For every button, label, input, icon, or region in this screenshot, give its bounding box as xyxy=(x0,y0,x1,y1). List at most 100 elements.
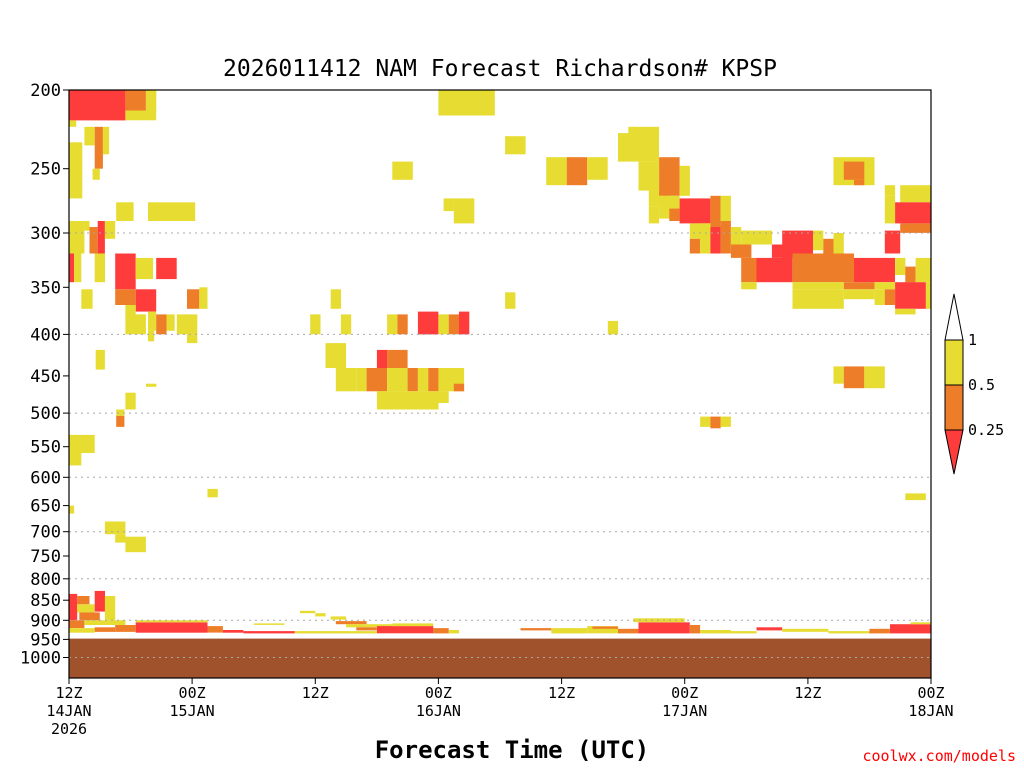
ri-cell xyxy=(125,305,136,320)
ri-cell xyxy=(520,628,552,631)
y-tick-label: 1000 xyxy=(20,649,61,669)
ri-cell xyxy=(330,289,341,309)
ri-cell xyxy=(905,493,926,501)
ri-cell xyxy=(294,631,377,634)
x-tick-label: 17JAN xyxy=(662,702,707,720)
legend-label: 0.25 xyxy=(968,421,1004,439)
y-tick-label: 950 xyxy=(30,630,61,650)
ri-cell xyxy=(607,320,619,335)
ri-cell xyxy=(587,157,608,180)
ri-cell xyxy=(592,626,619,629)
ri-cell xyxy=(895,308,916,315)
richardson-cells xyxy=(69,90,931,634)
y-tick-label: 550 xyxy=(30,438,61,458)
y-tick-label: 600 xyxy=(30,468,61,488)
ri-cell xyxy=(895,282,926,309)
credit-link[interactable]: coolwx.com/models xyxy=(862,747,1016,765)
ri-cell xyxy=(376,349,388,368)
ri-cell xyxy=(356,368,367,392)
ri-cell xyxy=(895,202,931,224)
x-tick-label: 12Z xyxy=(794,684,821,702)
legend-swatch-lowest xyxy=(944,429,964,475)
ri-cell xyxy=(448,314,459,335)
ri-cell xyxy=(910,622,931,625)
ri-cell xyxy=(895,257,906,275)
ri-cell xyxy=(125,392,136,410)
y-tick-label: 800 xyxy=(30,570,61,590)
ri-cell xyxy=(392,623,434,627)
x-tick-label: 12Z xyxy=(548,684,575,702)
ri-cell xyxy=(187,289,200,309)
ri-cell xyxy=(253,623,285,625)
y-tick-label: 900 xyxy=(30,611,61,631)
ri-cell xyxy=(94,627,116,632)
x-axis-title: Forecast Time (UTC) xyxy=(375,736,650,764)
ri-cell xyxy=(69,505,75,514)
ri-cell xyxy=(720,416,731,427)
ri-cell xyxy=(81,289,93,309)
y-tick-label: 300 xyxy=(30,224,61,244)
x-tick-label: 14JAN xyxy=(46,702,91,720)
ri-cell xyxy=(84,620,126,625)
ri-cell xyxy=(843,289,875,300)
ri-cell xyxy=(813,253,854,283)
ri-cell xyxy=(679,165,690,196)
ri-cell xyxy=(792,253,813,283)
plot-background xyxy=(69,90,931,678)
ri-cell xyxy=(741,282,757,290)
ri-cell xyxy=(325,343,346,368)
ri-cell xyxy=(710,227,721,254)
ri-cell xyxy=(551,628,588,634)
x-tick-label: 16JAN xyxy=(416,702,461,720)
ri-cell xyxy=(782,230,813,258)
ri-cell xyxy=(392,161,413,180)
ri-cell xyxy=(884,230,901,254)
ri-cell xyxy=(843,366,865,389)
ri-cell xyxy=(900,185,931,203)
ri-cell xyxy=(94,253,105,283)
y-tick-label: 200 xyxy=(30,81,61,101)
chart-title: 2026011412 NAM Forecast Richardson# KPSP xyxy=(223,56,777,82)
ri-cell xyxy=(505,292,516,309)
ri-cell xyxy=(453,383,465,392)
ri-cell xyxy=(628,126,660,137)
ri-cell xyxy=(433,628,449,634)
ri-cell xyxy=(854,257,895,283)
ri-cell xyxy=(69,253,75,283)
y-tick-label: 700 xyxy=(30,523,61,543)
ri-cell xyxy=(905,266,916,283)
ri-cell xyxy=(125,314,146,335)
ri-cell xyxy=(104,521,126,535)
ri-cell xyxy=(115,625,136,632)
ri-cell xyxy=(700,416,711,427)
ri-cell xyxy=(69,620,85,628)
ri-cell xyxy=(438,314,449,335)
ri-cell xyxy=(730,631,757,634)
ri-cell xyxy=(125,536,146,553)
ri-cell xyxy=(135,289,157,312)
ri-cell xyxy=(720,195,731,221)
ri-cell xyxy=(428,368,439,392)
y-tick-label: 400 xyxy=(30,325,61,345)
ri-cell xyxy=(823,238,834,258)
ri-cell xyxy=(730,244,752,258)
ri-cell xyxy=(618,133,659,162)
ri-cell xyxy=(387,314,398,335)
ri-cell xyxy=(89,227,98,254)
ri-cell xyxy=(125,90,146,111)
ri-cell xyxy=(618,628,639,634)
ri-cell xyxy=(828,631,870,634)
x-tick-label: 12Z xyxy=(302,684,329,702)
ri-cell xyxy=(104,221,116,239)
x-tick-label: 00Z xyxy=(425,684,452,702)
ri-cell xyxy=(84,126,95,146)
x-tick-label: 12Z xyxy=(55,684,82,702)
y-tick-label: 850 xyxy=(30,591,61,611)
ri-cell xyxy=(115,289,136,305)
ri-cell xyxy=(756,257,793,283)
ri-cell xyxy=(366,368,388,392)
ri-cell xyxy=(77,596,90,605)
ri-cell xyxy=(741,230,772,245)
legend-swatch-high xyxy=(944,293,964,341)
